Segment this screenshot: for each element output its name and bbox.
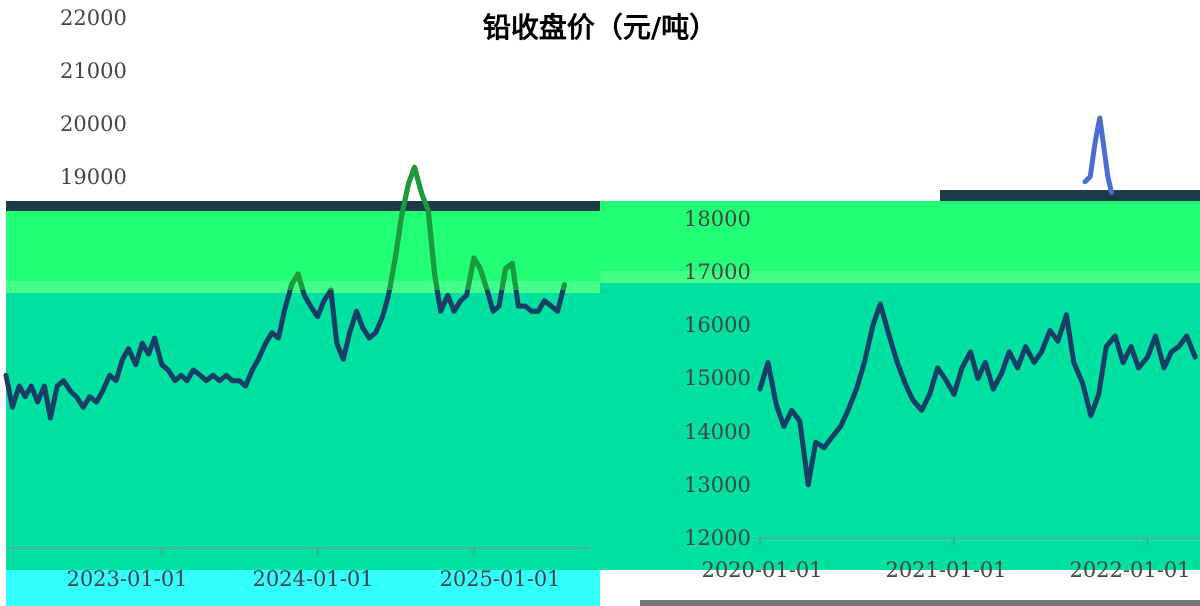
left-plot-area [3, 164, 567, 555]
right-plot-area [757, 115, 1198, 545]
right-price-spike [1082, 115, 1114, 195]
left-y-tick-19000: 19000 [60, 165, 127, 189]
left-background-bands [6, 201, 600, 606]
left-x-tick-2024: 2024-01-01 [252, 567, 374, 591]
right-y-tick-13000: 13000 [684, 473, 751, 497]
left-y-tick-22000: 22000 [60, 6, 127, 30]
right-teal-band [600, 283, 1200, 570]
left-y-tick-20000: 20000 [60, 112, 127, 136]
right-background-bands [600, 190, 1200, 606]
left-green-band [6, 211, 600, 281]
right-x-tick-2020: 2020-01-01 [701, 558, 823, 582]
right-dark-strip [940, 190, 1200, 201]
left-x-tick-2025: 2025-01-01 [439, 567, 561, 591]
right-x-tick-2021: 2021-01-01 [885, 558, 1007, 582]
right-green-band [600, 201, 1200, 271]
right-y-tick-18000: 18000 [684, 207, 751, 231]
right-y-tick-15000: 15000 [684, 366, 751, 390]
right-bottom-bar [640, 600, 1200, 606]
left-price-line-upper [287, 164, 567, 290]
left-chart-panel: 22000 21000 20000 19000 2023-01-01 2024-… [3, 6, 600, 606]
right-y-tick-16000: 16000 [684, 313, 751, 337]
left-dark-strip [6, 201, 600, 211]
right-green-band-light [600, 271, 1200, 283]
right-y-tick-17000: 17000 [684, 260, 751, 284]
right-y-tick-12000: 12000 [684, 526, 751, 550]
left-y-tick-21000: 21000 [60, 59, 127, 83]
left-teal-band [6, 293, 600, 570]
right-chart-panel: 18000 17000 16000 15000 14000 13000 1200… [600, 0, 1200, 606]
right-y-tick-14000: 14000 [684, 420, 751, 444]
left-price-line-green [287, 164, 567, 290]
right-x-tick-2022: 2022-01-01 [1069, 558, 1191, 582]
left-price-line [3, 164, 567, 421]
left-x-tick-2023: 2023-01-01 [66, 567, 188, 591]
right-price-line [757, 301, 1198, 488]
left-cyan-band [6, 570, 600, 606]
chart-title: 铅收盘价（元/吨） [482, 11, 718, 44]
